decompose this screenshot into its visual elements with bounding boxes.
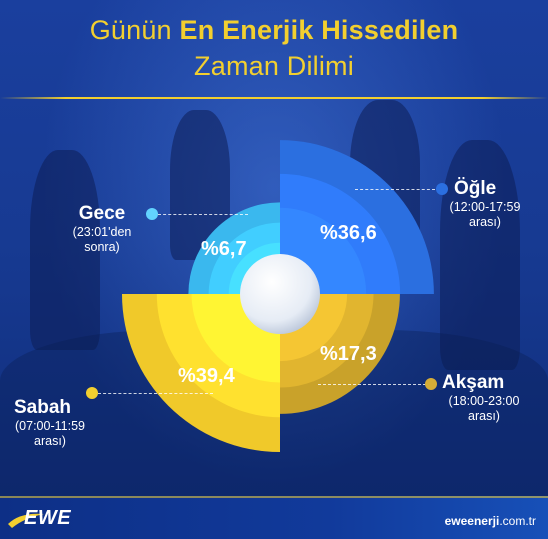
value-label-ogle: %36,6	[320, 222, 377, 244]
chart-title: Günün En Enerjik Hissedilen Zaman Dilimi	[0, 12, 548, 84]
gece-range-2: sonra)	[84, 240, 120, 254]
title-prefix: Günün	[89, 15, 172, 45]
logo-swoosh-icon	[8, 513, 44, 528]
title-line2: Zaman Dilimi	[194, 51, 354, 81]
title-bold: En Enerjik Hissedilen	[179, 15, 459, 45]
label-gece: Gece (23:01'den sonra)	[62, 203, 142, 255]
value-label-gece: %6,7	[201, 238, 247, 260]
ogle-range-2: arası)	[469, 215, 501, 229]
title-divider	[0, 97, 548, 99]
value-label-sabah: %39,4	[178, 365, 235, 387]
label-sabah: Sabah (07:00-11:59 arası)	[8, 397, 92, 449]
chart-center-hub	[240, 254, 320, 334]
gece-leader-line	[158, 214, 248, 215]
ogle-dot	[436, 183, 448, 195]
website-link[interactable]: eweenerji.com.tr	[445, 514, 536, 528]
website-rest: .com.tr	[499, 514, 536, 528]
footer-bar	[0, 496, 548, 539]
ogle-range-1: (12:00-17:59	[449, 200, 521, 214]
ogle-name: Öğle	[454, 178, 497, 199]
aksam-dot	[425, 378, 437, 390]
logo: EWE	[24, 507, 72, 529]
gece-name: Gece	[78, 203, 126, 224]
aksam-range-1: (18:00-23:00	[448, 394, 520, 408]
ogle-leader-line	[355, 189, 435, 190]
label-ogle: Öğle (12:00-17:59 arası)	[440, 178, 530, 230]
aksam-leader-line	[318, 384, 426, 385]
sabah-dot	[86, 387, 98, 399]
sabah-leader-line	[98, 393, 213, 394]
website-bold: eweenerji	[444, 514, 500, 528]
gece-dot	[146, 208, 158, 220]
aksam-range-2: arası)	[468, 409, 500, 423]
aksam-name: Akşam	[442, 372, 505, 393]
value-label-aksam: %17,3	[320, 343, 377, 365]
sabah-name: Sabah	[14, 397, 72, 418]
gece-range-1: (23:01'den	[72, 225, 132, 239]
sabah-range-2: arası)	[34, 434, 66, 448]
sabah-range-1: (07:00-11:59	[15, 419, 85, 433]
label-aksam: Akşam (18:00-23:00 arası)	[434, 372, 534, 424]
